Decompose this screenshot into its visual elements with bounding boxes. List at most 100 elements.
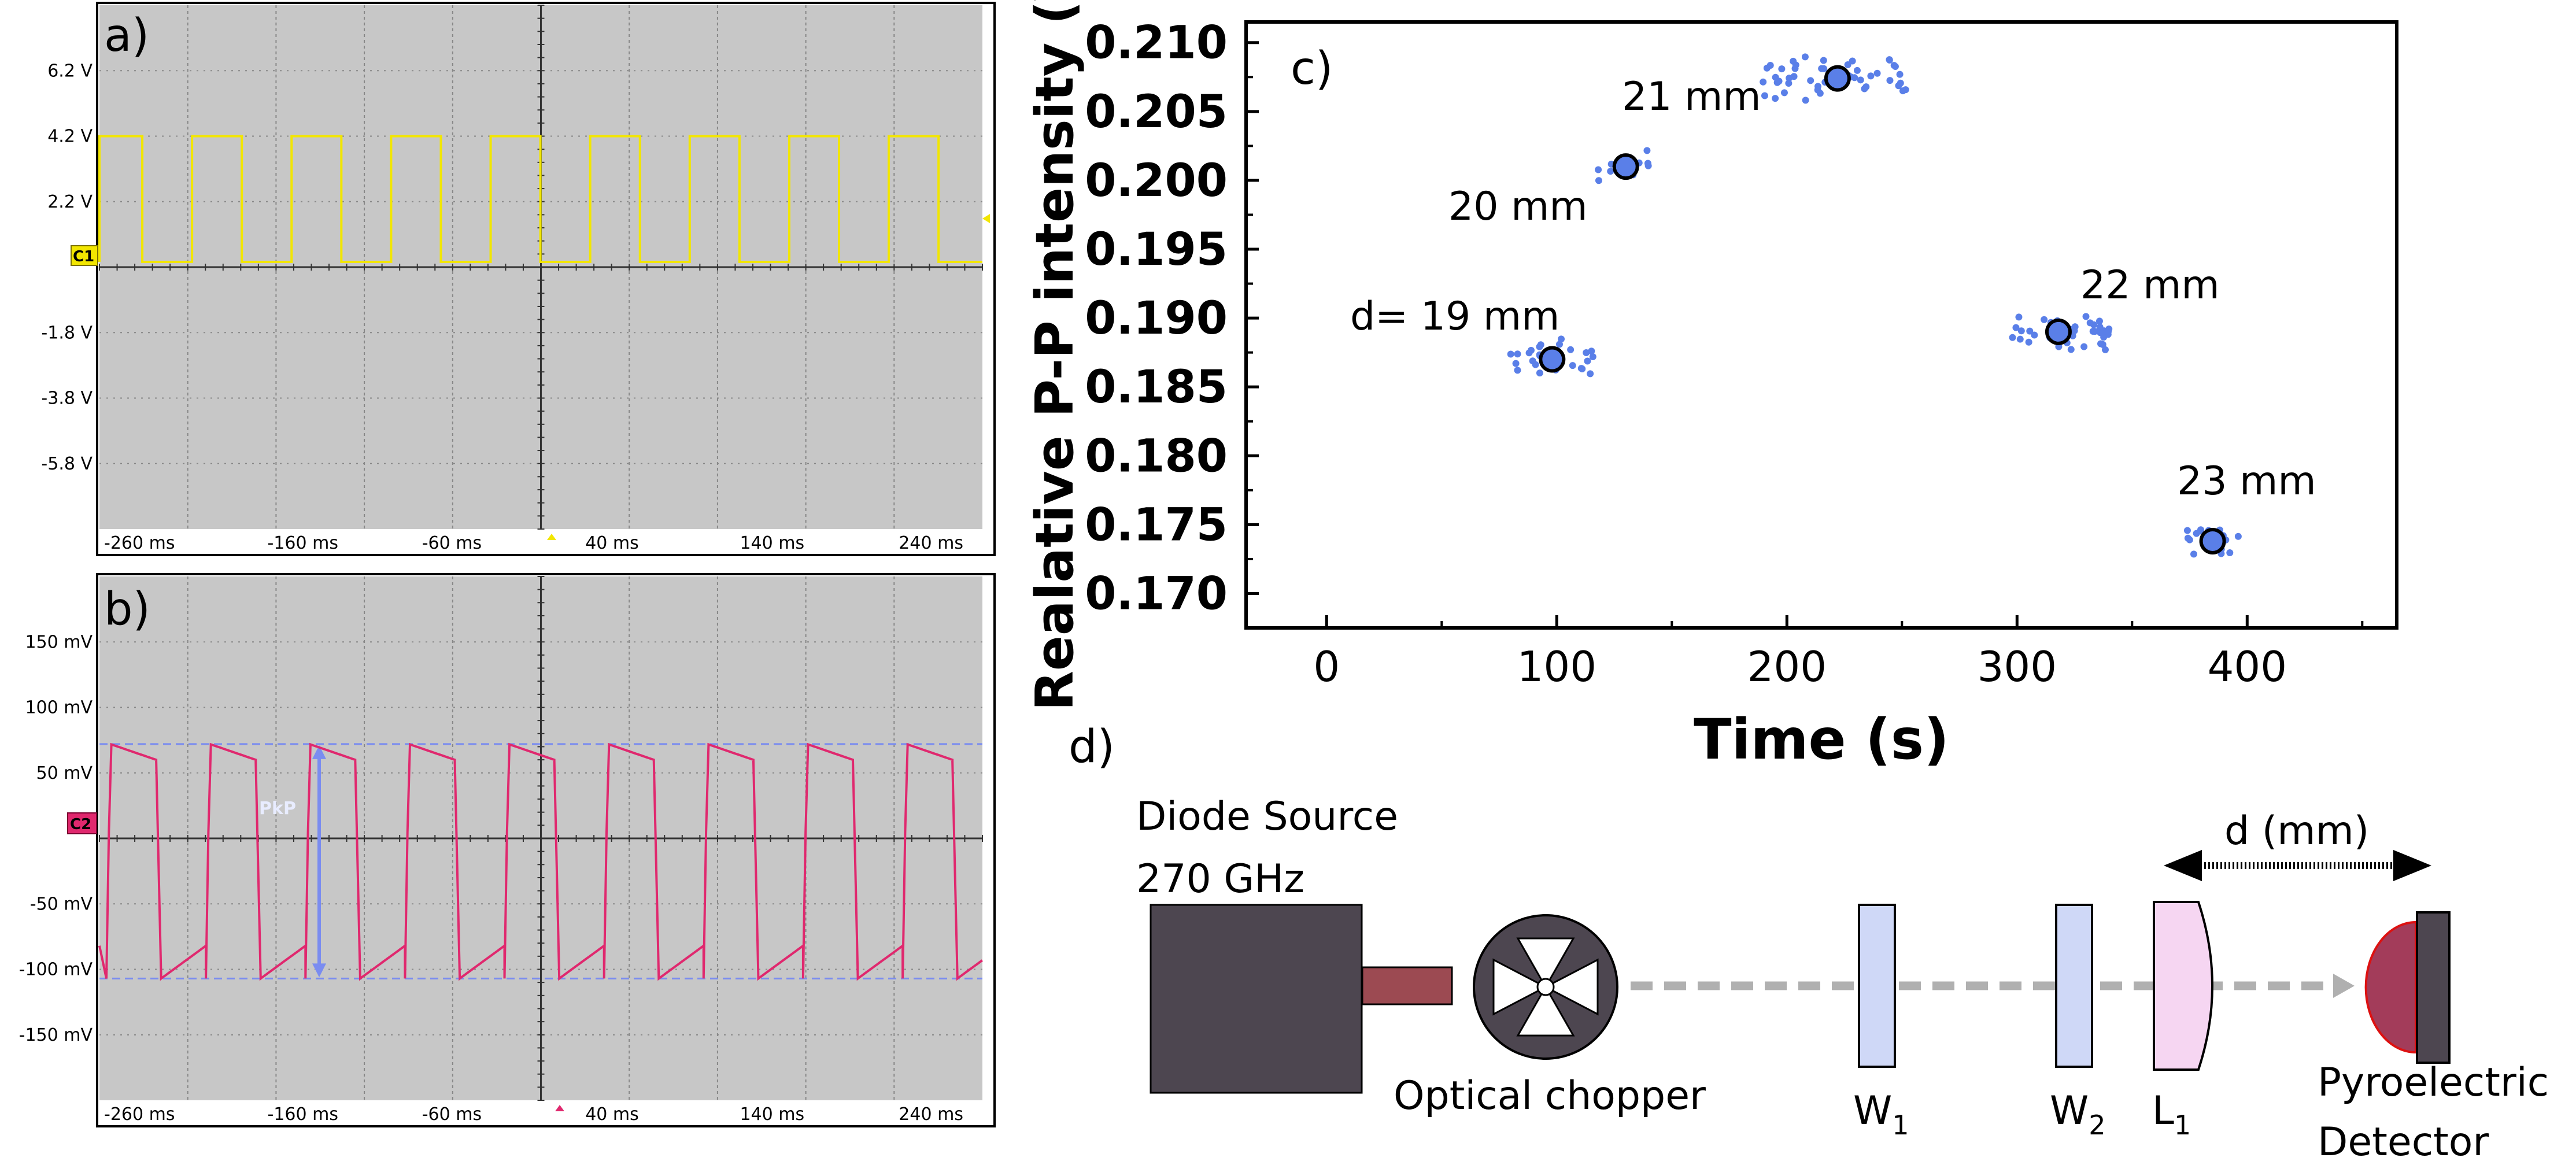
data-point: [1529, 357, 1536, 365]
panel-b-label: b): [104, 583, 150, 635]
data-point: [1780, 89, 1788, 97]
data-point: [1851, 74, 1858, 82]
trigger-level-arrow-icon: [982, 214, 990, 223]
data-point: [1896, 71, 1904, 78]
window-w2: [2055, 904, 2093, 1068]
chopper-blade: [1492, 958, 1548, 1016]
data-point: [1899, 87, 1906, 95]
data-point: [2071, 327, 2078, 335]
x-tick-label: -260 ms: [104, 1104, 175, 1125]
data-point: [2095, 317, 2103, 325]
x-tick-label: 240 ms: [899, 533, 963, 553]
data-point: [2031, 331, 2038, 339]
x-tick-label: 100: [1517, 642, 1596, 691]
x-tick-label: -160 ms: [267, 533, 338, 553]
x-tick-label: 400: [2208, 642, 2287, 691]
distance-arrow-left-icon: [2164, 850, 2202, 881]
chopper-hub: [1536, 978, 1555, 996]
window-w1-letter: W: [1853, 1088, 1892, 1134]
y-tick-label: 0.175: [1085, 499, 1228, 551]
data-point: [2025, 338, 2032, 346]
chopper-blade: [1516, 985, 1575, 1037]
x-tick-label: -260 ms: [104, 533, 175, 553]
x-tick-label: 40 ms: [585, 533, 639, 553]
data-point: [1761, 92, 1768, 99]
data-point: [1583, 349, 1590, 356]
chart-c-points: [1507, 53, 2242, 558]
measure-arrow-down-icon: [312, 963, 326, 978]
waveform-trace: [98, 135, 982, 263]
chart-c-plot-area: [1244, 20, 2398, 630]
data-point: [1766, 61, 1774, 69]
data-point: [1886, 77, 1894, 84]
lens-l1-label: L1: [2152, 1088, 2191, 1141]
x-axis-title: Time (s): [1694, 707, 1949, 772]
data-point: [1773, 79, 1781, 86]
data-point: [1778, 65, 1786, 73]
data-point: [1820, 57, 1827, 64]
y-tick-label: 4.2 V: [47, 127, 93, 147]
data-point: [1595, 166, 1602, 173]
scope-b-channel-marker: C2: [67, 812, 97, 834]
diode-source-horn: [1361, 966, 1453, 1005]
lens-l1-letter: L: [2152, 1088, 2174, 1134]
panel-d-label: d): [1069, 721, 1115, 773]
data-point: [1844, 61, 1851, 68]
y-tick-label: 0.170: [1085, 568, 1228, 620]
measure-arrow-up-icon: [312, 745, 326, 759]
beam-arrow-icon: [2333, 974, 2355, 998]
detector-dome: [2364, 920, 2417, 1054]
y-tick-label: -1.8 V: [41, 323, 93, 343]
detector-label-line-2: Detector: [2318, 1119, 2489, 1161]
y-tick-label: 100 mV: [25, 698, 93, 718]
distance-label: d (mm): [2224, 808, 2369, 854]
data-point: [1569, 362, 1576, 369]
waveform-trace: [98, 742, 983, 981]
scope-a-trace: [98, 135, 982, 263]
data-point: [1577, 365, 1585, 372]
y-tick-label: 0.205: [1085, 86, 1228, 138]
data-point: [2017, 327, 2025, 335]
data-point: [1558, 335, 1565, 343]
data-point: [1801, 53, 1809, 61]
data-point: [1588, 347, 1595, 355]
data-point: [1512, 360, 1520, 367]
data-point: [1807, 77, 1814, 84]
group-mean-marker: [2045, 318, 2072, 345]
y-tick-label: 0.210: [1085, 17, 1228, 69]
diode-source-body: [1150, 904, 1363, 1094]
panel-d: d) Diode Source 270 GHz Optical chopper …: [1069, 721, 2549, 1161]
x-tick-label: 0: [1313, 642, 1340, 691]
data-point: [1785, 80, 1793, 87]
data-point: [1607, 168, 1614, 175]
data-point: [2096, 323, 2104, 331]
window-w1-subscript: 1: [1892, 1110, 1909, 1141]
group-mean-marker: [2199, 527, 2226, 554]
lens-l1: [2153, 901, 2213, 1071]
group-label: 23 mm: [2177, 459, 2316, 504]
panel-c: c) 0 100 200 300 400 0.170 0.175 0.180 0.185 0.19…: [1025, 0, 2398, 772]
group-label: 21 mm: [1622, 74, 1761, 120]
data-point: [1862, 83, 1870, 91]
y-tick-label: -5.8 V: [41, 454, 93, 474]
source-label-line-2: 270 GHz: [1136, 856, 1304, 902]
data-point: [2197, 526, 2205, 534]
data-point: [2015, 313, 2023, 321]
y-tick-label: 50 mV: [36, 763, 93, 783]
data-point: [1584, 357, 1591, 365]
panel-c-label: c): [1291, 43, 1333, 95]
data-point: [2067, 346, 2075, 353]
data-point: [1849, 57, 1856, 65]
group-mean-marker: [1539, 346, 1566, 373]
data-point: [2101, 346, 2109, 353]
scope-b-x-ticks: -260 ms -160 ms -60 ms 40 ms 140 ms 240 ms: [104, 1104, 963, 1125]
data-point: [1555, 341, 1563, 348]
data-point: [1867, 72, 1875, 80]
data-point: [1643, 147, 1651, 154]
data-point: [1873, 69, 1881, 77]
y-tick-label: 0.185: [1085, 361, 1228, 413]
data-point: [2009, 334, 2016, 341]
y-tick-label: 0.190: [1085, 293, 1228, 345]
scope-b-measurement: PkP: [99, 743, 982, 979]
y-tick-label: -150 mV: [19, 1025, 93, 1045]
